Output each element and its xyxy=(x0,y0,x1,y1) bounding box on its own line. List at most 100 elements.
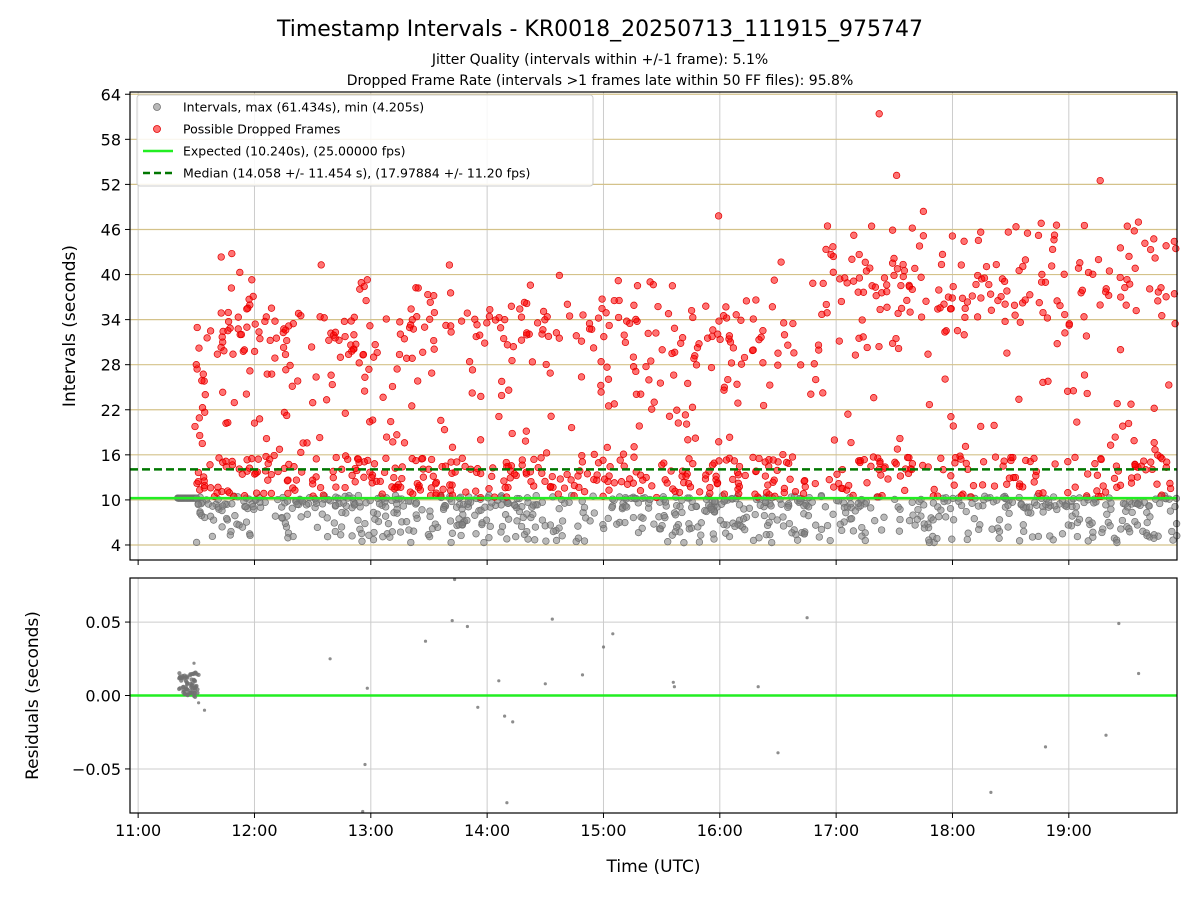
interval-point xyxy=(854,499,862,508)
dropped-frames-points xyxy=(191,110,1180,502)
dropped-frame-point xyxy=(322,396,331,404)
interval-point xyxy=(861,536,869,545)
dropped-frame-point xyxy=(224,308,232,317)
interval-point xyxy=(242,503,250,511)
dropped-frame-point xyxy=(288,382,296,390)
dropped-frame-point xyxy=(681,411,690,419)
dropped-frame-point xyxy=(755,336,763,344)
dropped-frame-point xyxy=(1065,320,1073,328)
dropped-frame-point xyxy=(1082,332,1091,340)
dropped-frame-point xyxy=(875,110,883,118)
dropped-frame-point xyxy=(604,375,613,383)
dropped-frame-point xyxy=(388,382,397,391)
interval-point xyxy=(246,531,254,540)
dropped-frame-point xyxy=(458,454,466,462)
dropped-frame-point xyxy=(985,280,993,289)
dropped-frame-point xyxy=(908,224,916,232)
dropped-frame-point xyxy=(1048,245,1057,254)
interval-point xyxy=(1126,528,1134,536)
dropped-frame-point xyxy=(797,361,805,369)
interval-point xyxy=(208,502,217,510)
dropped-frame-point xyxy=(706,483,714,492)
dropped-frame-point xyxy=(815,346,823,354)
interval-point xyxy=(379,533,387,541)
dropped-frame-point xyxy=(749,453,757,462)
dropped-frame-point xyxy=(341,409,349,417)
dropped-frame-point xyxy=(1039,308,1047,317)
interval-point xyxy=(271,512,280,520)
residual-point xyxy=(497,679,501,683)
dropped-frame-point xyxy=(768,303,777,311)
dropped-frame-point xyxy=(692,361,701,369)
dropped-frame-point xyxy=(896,472,905,480)
dropped-frame-point xyxy=(426,315,434,323)
dropped-frame-point xyxy=(1080,221,1089,230)
dropped-frame-point xyxy=(485,312,494,321)
dropped-frame-point xyxy=(684,436,692,444)
dropped-frame-point xyxy=(986,290,995,298)
dropped-frame-point xyxy=(1106,441,1115,449)
residual-point xyxy=(193,694,198,700)
dropped-frame-point xyxy=(623,317,631,325)
dropped-frame-point xyxy=(217,253,225,261)
dropped-frame-point xyxy=(958,294,967,302)
dropped-frame-point xyxy=(755,454,763,463)
dropped-frame-point xyxy=(621,338,630,347)
residual-point xyxy=(185,693,190,698)
interval-point xyxy=(823,521,832,530)
dropped-frame-point xyxy=(360,387,369,395)
interval-point xyxy=(318,510,326,518)
interval-point xyxy=(355,498,363,507)
intervals-y-tick-label: 52 xyxy=(101,175,121,194)
dropped-frame-point xyxy=(215,454,223,462)
interval-point xyxy=(760,511,769,520)
dropped-frame-point xyxy=(732,311,740,319)
intervals-y-tick-label: 4 xyxy=(111,536,121,555)
interval-point xyxy=(914,505,922,514)
interval-point xyxy=(1168,527,1176,536)
interval-point xyxy=(949,516,958,524)
interval-point xyxy=(933,534,941,543)
dropped-frame-point xyxy=(447,322,455,330)
dropped-frame-point xyxy=(632,390,641,398)
dropped-frame-point xyxy=(1071,453,1079,462)
dropped-frame-point xyxy=(682,472,690,480)
dropped-frame-point xyxy=(845,481,853,490)
dropped-frame-point xyxy=(486,305,494,314)
dropped-frame-point xyxy=(764,481,772,489)
dropped-frame-point xyxy=(897,281,905,290)
interval-point xyxy=(685,525,693,533)
intervals-y-tick-label: 28 xyxy=(101,356,121,375)
interval-point xyxy=(288,504,296,512)
dropped-frame-point xyxy=(234,313,242,321)
dropped-frame-point xyxy=(788,453,797,461)
dropped-frame-point xyxy=(646,278,654,286)
dropped-frame-point xyxy=(605,486,613,494)
dropped-frame-point xyxy=(686,483,695,491)
dropped-frame-point xyxy=(823,309,831,317)
dropped-frame-point xyxy=(1172,244,1180,253)
interval-point xyxy=(1107,505,1115,513)
interval-point xyxy=(472,530,480,538)
interval-point xyxy=(929,499,938,507)
interval-point xyxy=(458,520,466,529)
dropped-frame-point xyxy=(271,354,279,362)
dropped-frame-point xyxy=(749,315,757,323)
interval-point xyxy=(804,512,813,520)
dropped-frame-point xyxy=(546,482,555,491)
dropped-frame-point xyxy=(538,469,546,477)
dropped-frame-point xyxy=(1140,457,1148,465)
dropped-frame-point xyxy=(432,489,440,497)
dropped-frame-point xyxy=(360,473,368,481)
dropped-frame-point xyxy=(255,415,264,423)
dropped-frame-point xyxy=(899,272,907,281)
interval-point xyxy=(486,522,494,531)
interval-point xyxy=(222,514,231,523)
dropped-frame-point xyxy=(1096,176,1104,185)
residuals-panel: −0.050.000.05 11:00 12:00 13:00 14:00 15:00 1… xyxy=(23,577,1178,877)
dropped-frame-point xyxy=(935,286,943,294)
interval-point xyxy=(995,527,1004,536)
dropped-frame-point xyxy=(589,344,598,352)
dropped-frame-point xyxy=(578,458,587,466)
dropped-frame-point xyxy=(1151,446,1159,454)
